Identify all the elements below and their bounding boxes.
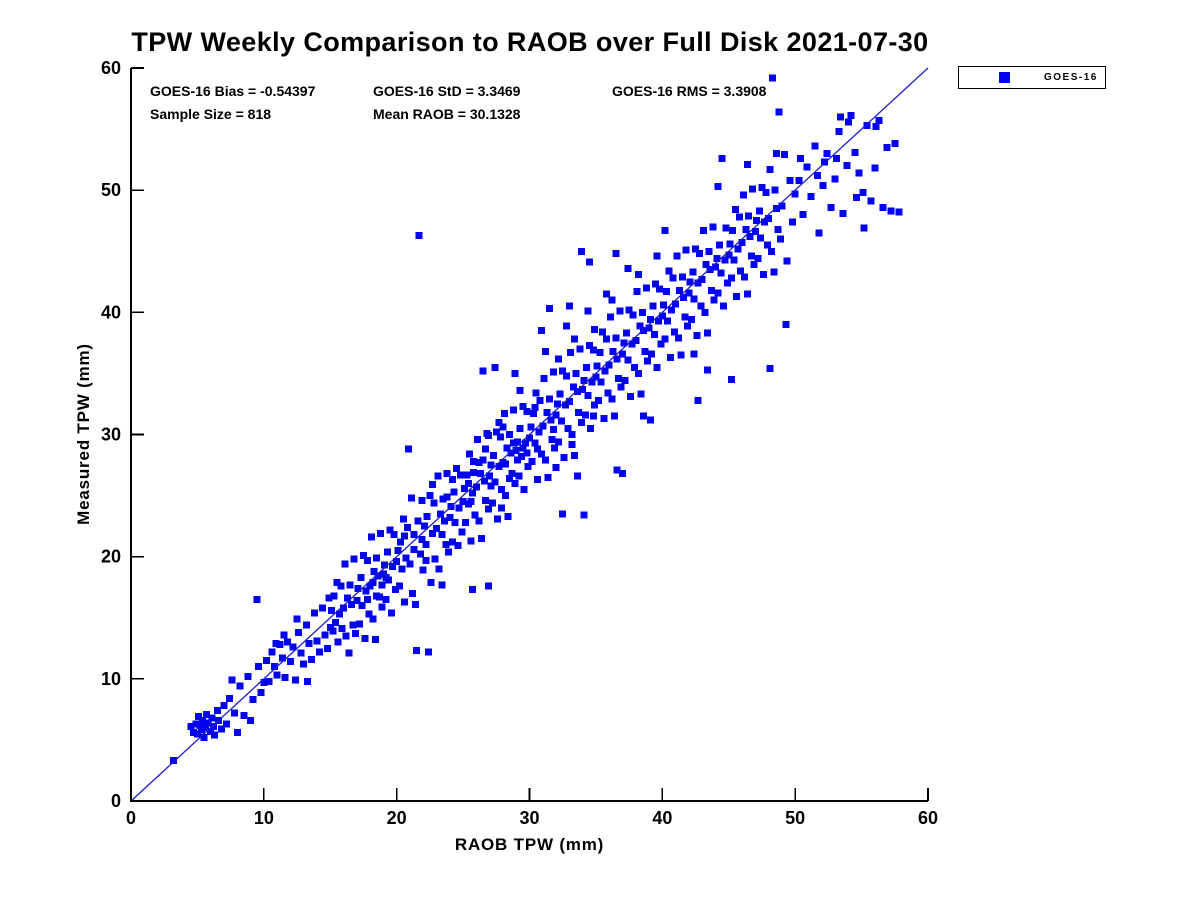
x-tick-label: 10 [254, 808, 274, 828]
y-axis-label: Measured TPW (mm) [74, 343, 93, 525]
x-axis-label: RAOB TPW (mm) [454, 835, 605, 854]
x-tick-label: 30 [519, 808, 539, 828]
scatter-points [170, 74, 903, 765]
stat-mean-raob: Mean RAOB = 30.1328 [373, 106, 521, 122]
chart-title: TPW Weekly Comparison to RAOB over Full … [131, 27, 929, 57]
x-tick-label: 40 [652, 808, 672, 828]
y-tick-label: 60 [101, 58, 121, 78]
y-tick-label: 30 [101, 425, 121, 445]
y-tick-label: 40 [101, 302, 121, 322]
stat-sample-size: Sample Size = 818 [150, 106, 272, 122]
y-tick-label: 50 [101, 180, 121, 200]
stat-rms: GOES-16 RMS = 3.3908 [612, 83, 767, 99]
y-tick-label: 0 [111, 791, 121, 811]
stat-bias: GOES-16 Bias = -0.54397 [150, 83, 316, 99]
stat-std: GOES-16 StD = 3.3469 [373, 83, 521, 99]
axes [130, 67, 929, 802]
y-tick-label: 10 [101, 669, 121, 689]
x-tick-label: 60 [918, 808, 938, 828]
x-tick-label: 50 [785, 808, 805, 828]
legend-label: GOES-16 [1044, 72, 1098, 83]
tick-labels: 0 10 20 30 40 50 60 0 10 20 30 40 50 60 [101, 58, 938, 828]
x-tick-label: 20 [387, 808, 407, 828]
x-tick-label: 0 [126, 808, 136, 828]
legend-marker-square-icon [999, 72, 1010, 83]
identity-line [130, 67, 929, 802]
y-tick-label: 20 [101, 547, 121, 567]
legend-box: GOES-16 [958, 66, 1106, 89]
